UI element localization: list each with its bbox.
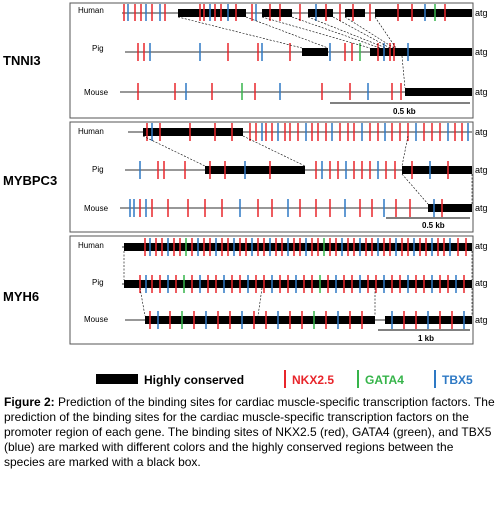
- conserved-box: [370, 48, 472, 56]
- species-label: Human: [78, 241, 104, 250]
- caption-label: Figure 2:: [4, 395, 55, 409]
- site-marks: [144, 238, 467, 256]
- alignment-connectors: [142, 135, 473, 205]
- conserved-box: [143, 128, 243, 136]
- figure-caption: Figure 2: Prediction of the binding site…: [4, 395, 496, 470]
- conserved-box: [405, 88, 472, 96]
- conserved-box: [345, 9, 365, 17]
- site-marks: [139, 275, 465, 293]
- conserved-box: [124, 280, 472, 288]
- site-marks: [149, 311, 465, 329]
- atg-label: atg: [475, 165, 488, 175]
- conserved-box: [124, 243, 472, 251]
- atg-label: atg: [475, 203, 488, 213]
- scale-label: 0.5 kb: [422, 221, 445, 230]
- conserved-box: [262, 9, 292, 17]
- legend-conserved-swatch: [96, 374, 138, 384]
- species-label: Pig: [92, 165, 104, 174]
- conserved-box: [205, 166, 305, 174]
- myh6-tracks: 1 kb: [122, 238, 473, 343]
- species-label: Human: [78, 127, 104, 136]
- species-label: Pig: [92, 278, 104, 287]
- atg-label: atg: [475, 241, 488, 251]
- atg-label: atg: [475, 315, 488, 325]
- binding-site-figure: TNNI3 MYBPC3 MYH6 Human Pig Mouse Human …: [3, 2, 488, 388]
- legend-conserved-label: Highly conserved: [144, 373, 244, 387]
- site-marks: [129, 199, 443, 217]
- site-marks: [137, 83, 402, 100]
- atg-label: atg: [475, 8, 488, 18]
- site-marks: [123, 4, 446, 21]
- conserved-box: [375, 9, 472, 17]
- atg-label: atg: [475, 87, 488, 97]
- species-label: Pig: [92, 44, 104, 53]
- mybpc3-tracks: 0.5 kb: [120, 123, 473, 230]
- alignment-connectors: [177, 16, 406, 89]
- site-marks: [139, 161, 449, 179]
- conserved-box: [145, 316, 375, 324]
- legend-tbx-label: TBX5: [442, 373, 473, 387]
- gene-label-myh6: MYH6: [3, 289, 39, 304]
- myh6-panel: [69, 235, 474, 345]
- scale-label: 0.5 kb: [393, 107, 416, 116]
- conserved-box: [428, 204, 472, 212]
- legend-gata-label: GATA4: [365, 373, 404, 387]
- site-marks: [137, 43, 409, 61]
- gene-label-mybpc3: MYBPC3: [3, 173, 57, 188]
- legend: Highly conserved NKX2.5 GATA4 TBX5: [96, 370, 473, 388]
- gene-label-tnni3: TNNI3: [3, 53, 41, 68]
- atg-label: atg: [475, 278, 488, 288]
- species-label: Mouse: [84, 315, 109, 324]
- atg-label: atg: [475, 47, 488, 57]
- tnni3-tracks: 0.5 kb: [120, 4, 472, 116]
- caption-text: Prediction of the binding sites for card…: [4, 395, 495, 469]
- conserved-box: [308, 9, 333, 17]
- scale-label: 1 kb: [418, 334, 434, 343]
- species-label: Mouse: [84, 88, 109, 97]
- atg-label: atg: [475, 127, 488, 137]
- tnni3-panel: [69, 2, 474, 119]
- alignment-connectors: [123, 251, 473, 317]
- conserved-box: [178, 9, 246, 17]
- conserved-box: [402, 166, 472, 174]
- species-label: Mouse: [84, 204, 109, 213]
- species-label: Human: [78, 6, 104, 15]
- legend-nkx-label: NKX2.5: [292, 373, 334, 387]
- conserved-box: [302, 48, 328, 56]
- mybpc3-panel: [69, 121, 474, 233]
